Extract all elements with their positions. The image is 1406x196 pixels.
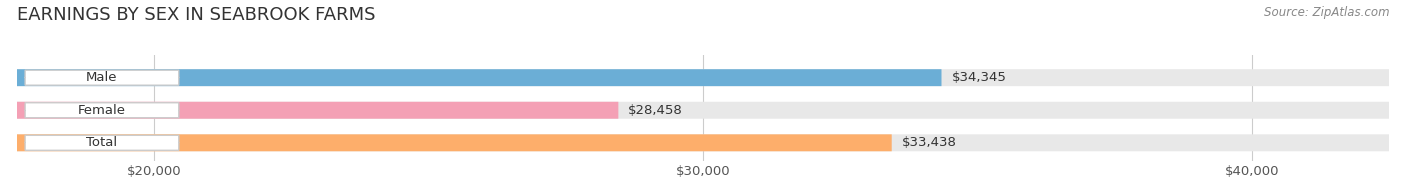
Text: Male: Male xyxy=(86,71,118,84)
Text: $34,345: $34,345 xyxy=(952,71,1007,84)
Text: Female: Female xyxy=(77,104,127,117)
Text: $28,458: $28,458 xyxy=(628,104,683,117)
Text: Total: Total xyxy=(86,136,118,149)
FancyBboxPatch shape xyxy=(17,102,619,119)
FancyBboxPatch shape xyxy=(25,135,179,150)
FancyBboxPatch shape xyxy=(17,134,891,151)
FancyBboxPatch shape xyxy=(25,70,179,85)
FancyBboxPatch shape xyxy=(17,69,942,86)
Text: EARNINGS BY SEX IN SEABROOK FARMS: EARNINGS BY SEX IN SEABROOK FARMS xyxy=(17,6,375,24)
FancyBboxPatch shape xyxy=(17,102,1389,119)
Text: Source: ZipAtlas.com: Source: ZipAtlas.com xyxy=(1264,6,1389,19)
FancyBboxPatch shape xyxy=(17,134,1389,151)
FancyBboxPatch shape xyxy=(17,69,1389,86)
FancyBboxPatch shape xyxy=(25,103,179,118)
Text: $33,438: $33,438 xyxy=(901,136,956,149)
